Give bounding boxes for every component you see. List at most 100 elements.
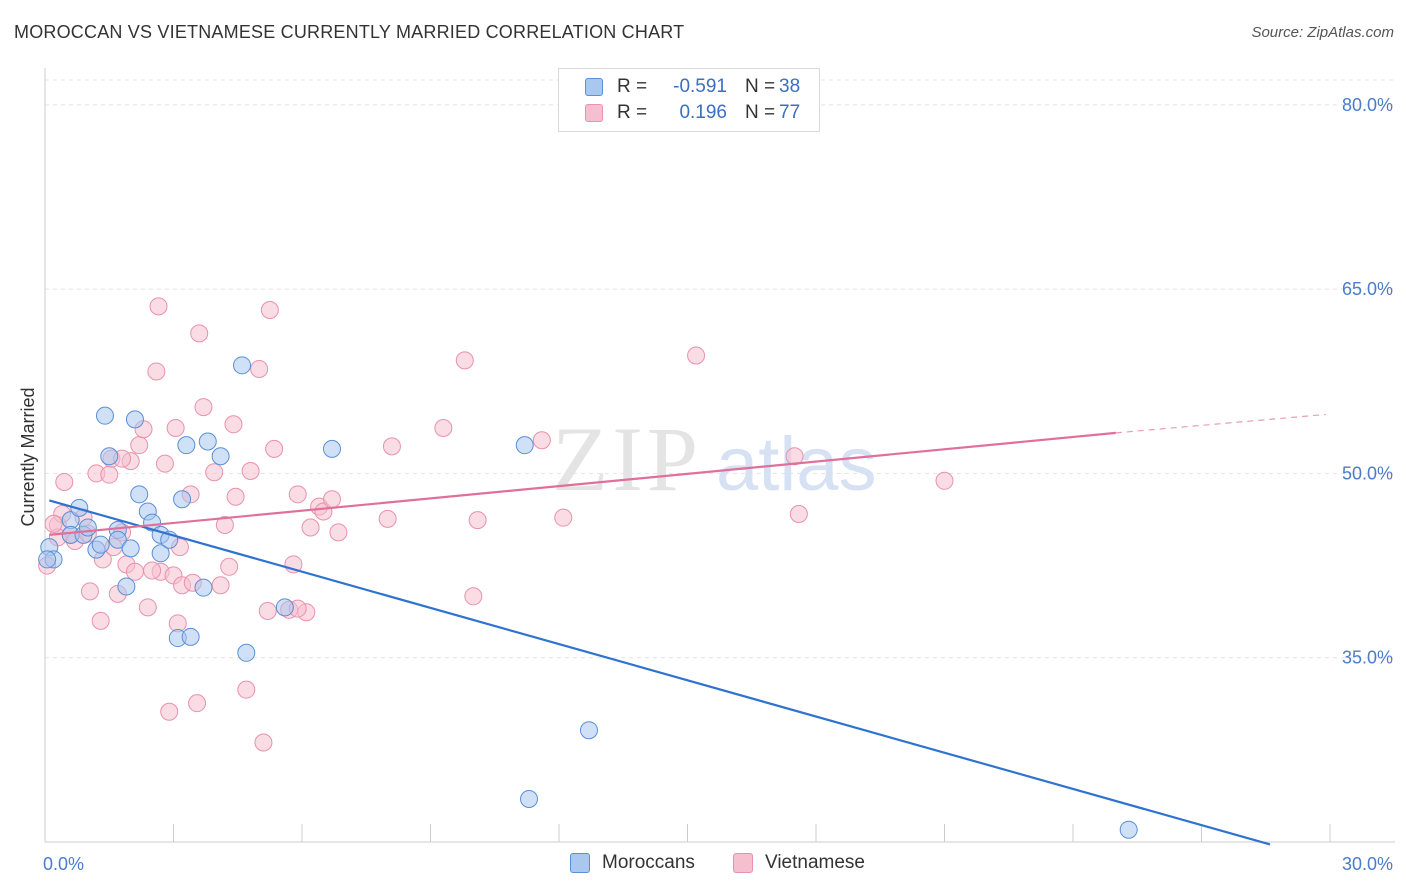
vietnamese-point: [91, 611, 110, 630]
legend-n-value: 38: [779, 76, 801, 97]
legend-n-label: N =: [745, 76, 776, 97]
y-tick-label: 50.0%: [1342, 463, 1393, 483]
moroccan-point: [121, 539, 140, 558]
moroccan-trend-line: [48, 499, 1271, 846]
vietnamese-point: [205, 463, 224, 482]
moroccan-point: [117, 577, 136, 596]
vietnamese-point: [130, 436, 149, 455]
legend-n-label: N =: [745, 102, 776, 123]
moroccan-point: [151, 544, 170, 563]
vietnamese-point: [194, 398, 213, 417]
x-tick-label: 30.0%: [1342, 854, 1393, 874]
vietnamese-point: [147, 362, 166, 381]
vietnamese-point: [468, 511, 487, 530]
vietnamese-point: [254, 733, 273, 752]
vietnamese-point: [44, 514, 63, 533]
source-credit: Source: ZipAtlas.com: [1251, 24, 1394, 41]
moroccan-point: [125, 410, 144, 429]
moroccan-point: [38, 550, 57, 569]
vietnamese-point: [226, 487, 245, 506]
data-points: [38, 297, 1138, 839]
moroccan-point: [579, 721, 598, 740]
legend-n-value: 77: [779, 102, 801, 123]
trend-lines: [48, 413, 1326, 846]
bottom-legend-swatch-moroccans: [570, 853, 590, 873]
moroccan-point: [194, 578, 213, 597]
legend-r-label: R =: [617, 102, 648, 123]
vietnamese-point: [785, 447, 804, 466]
legend: R = -0.591 N = 38 R = 0.196 N = 77: [558, 68, 820, 132]
vietnamese-point: [382, 437, 401, 456]
moroccan-point: [173, 490, 192, 509]
bottom-legend-swatch-vietnamese: [733, 853, 753, 873]
bottom-legend-label: Vietnamese: [765, 852, 865, 873]
vietnamese-point: [237, 680, 256, 699]
legend-swatch-moroccans: [585, 78, 603, 96]
moroccan-point: [181, 627, 200, 646]
moroccan-point: [520, 790, 539, 808]
vietnamese-point: [378, 509, 397, 528]
vietnamese-point: [215, 516, 234, 535]
moroccan-point: [237, 643, 256, 662]
axes: [44, 68, 1395, 843]
vietnamese-point: [329, 523, 348, 542]
vietnamese-point: [434, 418, 453, 437]
moroccan-point: [108, 530, 127, 549]
watermark-zip: ZIP: [552, 408, 702, 510]
y-tick-label: 80.0%: [1342, 95, 1393, 115]
vietnamese-point: [241, 461, 260, 480]
bottom-legend-moroccans: Moroccans: [570, 852, 695, 874]
vietnamese-point: [789, 504, 808, 523]
vietnamese-point: [455, 351, 474, 370]
vietnamese-trend-line: [49, 431, 1116, 536]
vietnamese-point: [188, 694, 207, 713]
vietnamese-point: [250, 360, 269, 378]
vietnamese-point: [532, 431, 551, 450]
moroccan-point: [1119, 820, 1138, 839]
vietnamese-point: [143, 561, 162, 580]
moroccan-point: [233, 356, 252, 375]
legend-row-moroccans: R = -0.591 N = 38: [559, 74, 800, 100]
vietnamese-point: [211, 576, 230, 595]
x-tick-label: 0.0%: [43, 854, 84, 874]
moroccan-point: [91, 535, 110, 554]
vietnamese-point: [260, 301, 279, 320]
legend-row-vietnamese: R = 0.196 N = 77: [559, 100, 800, 126]
watermark: ZIP atlas: [552, 408, 877, 510]
moroccan-point: [177, 436, 196, 455]
vietnamese-point: [258, 602, 277, 621]
chart-title: MOROCCAN VS VIETNAMESE CURRENTLY MARRIED…: [14, 22, 685, 42]
moroccan-point: [198, 432, 217, 451]
vietnamese-point: [687, 346, 706, 365]
legend-r-label: R =: [617, 76, 648, 97]
bottom-legend-vietnamese: Vietnamese: [733, 852, 865, 874]
vietnamese-point: [464, 587, 483, 606]
y-tick-label: 65.0%: [1342, 279, 1393, 299]
vietnamese-point: [220, 557, 239, 576]
vietnamese-trend-extension: [1115, 413, 1326, 434]
moroccan-point: [275, 598, 294, 617]
vietnamese-point: [80, 582, 99, 601]
moroccan-point: [78, 518, 97, 537]
moroccan-point: [322, 439, 341, 458]
legend-r-value: -0.591: [673, 76, 727, 97]
moroccan-point: [515, 436, 534, 455]
vietnamese-point: [224, 415, 243, 434]
moroccan-point: [130, 485, 149, 504]
vietnamese-point: [160, 702, 179, 721]
vietnamese-point: [149, 297, 168, 316]
moroccan-point: [211, 447, 230, 466]
legend-r-value: 0.196: [679, 102, 727, 123]
y-tick-label: 35.0%: [1342, 648, 1393, 668]
vietnamese-point: [288, 485, 307, 504]
vietnamese-point: [100, 465, 119, 484]
tick-labels: 35.0% 50.0% 65.0% 80.0% 0.0% 30.0%: [43, 95, 1393, 874]
vietnamese-point: [301, 518, 320, 537]
vietnamese-point: [138, 598, 157, 617]
y-axis-label: Currently Married: [18, 387, 38, 526]
vietnamese-point: [190, 324, 209, 343]
moroccan-point: [143, 513, 162, 532]
vietnamese-point: [265, 439, 284, 458]
vietnamese-point: [935, 471, 954, 490]
